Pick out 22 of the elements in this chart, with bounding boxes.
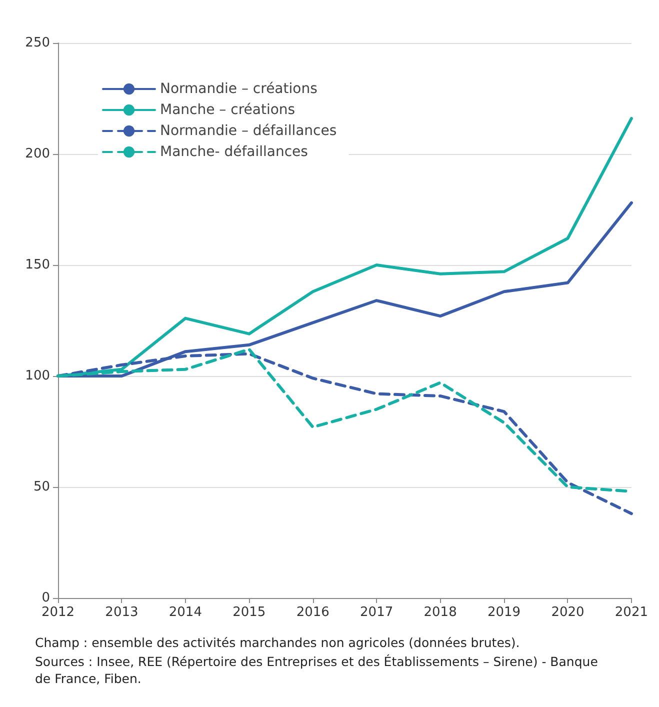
x-tick-label: 2012 <box>41 605 75 620</box>
legend-label: Normandie – créations <box>160 81 318 97</box>
text: Champ : ensemble des activités marchandes non agricoles (données brutes). <box>35 635 520 650</box>
x-tick-label: 2013 <box>105 605 138 620</box>
y-tick-label: 100 <box>25 368 50 384</box>
y-tick-label: 250 <box>25 36 50 50</box>
x-tick-label: 2017 <box>360 605 394 620</box>
source-note: Sources : Insee, REE (Répertoire des Entreprises et des Établissements – Sirene) - Banque de France, Fiben. <box>35 654 602 686</box>
y-tick-label: 200 <box>25 146 50 162</box>
legend-label: Manche – créations <box>160 102 296 118</box>
x-tick-label: 2016 <box>296 605 330 620</box>
x-tick-label: 2021 <box>614 605 648 620</box>
x-tick-label: 2015 <box>232 605 266 620</box>
y-tick-label: 150 <box>25 258 50 272</box>
legend-label: Manche- défaillances <box>160 144 308 160</box>
x-tick-label: 2019 <box>487 605 521 620</box>
y-tick-label: 50 <box>33 480 50 494</box>
x-tick-label: 2018 <box>424 605 457 620</box>
y-tick-label: 0 <box>42 590 50 606</box>
x-tick-label: 2020 <box>551 605 584 620</box>
legend-label: Normandie – défaillances <box>160 123 337 139</box>
x-tick-label: 2014 <box>168 605 202 620</box>
